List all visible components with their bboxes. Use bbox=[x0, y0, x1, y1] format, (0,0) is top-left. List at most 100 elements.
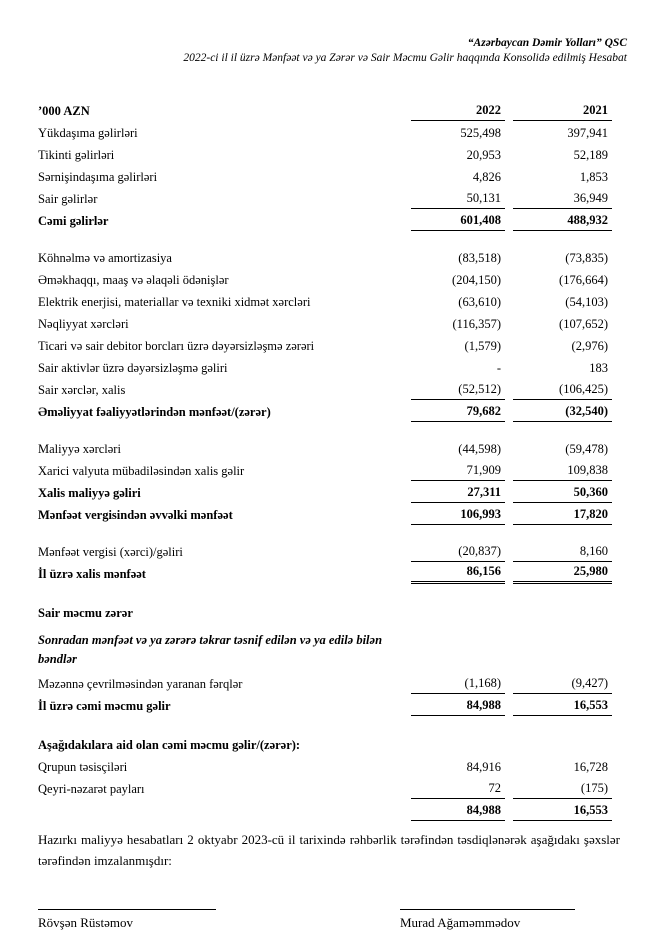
value-2021: 8,160 bbox=[513, 540, 612, 562]
value-2022: (83,518) bbox=[458, 251, 501, 265]
value-2021: 16,553 bbox=[513, 694, 612, 716]
table-column-header-row: ’000 AZN 2022 2021 bbox=[38, 99, 612, 121]
value-2021: (175) bbox=[513, 777, 612, 799]
value-2022: (204,150) bbox=[452, 273, 501, 287]
document-header: “Azərbaycan Dəmir Yolları” QSC 2022-ci i… bbox=[0, 0, 657, 66]
value-2021: (9,427) bbox=[513, 672, 612, 694]
row-label: Sair gəlirlər bbox=[38, 192, 98, 206]
table-row: Əməliyyat fəaliyyətlərindən mənfəət/(zər… bbox=[38, 400, 612, 422]
value-2022: 106,993 bbox=[411, 503, 505, 525]
table-row: Ticari və sair debitor borcları üzrə dəy… bbox=[38, 334, 612, 356]
row-label: İl üzrə cəmi məcmu gəlir bbox=[38, 699, 171, 713]
value-2022: 20,953 bbox=[466, 148, 501, 162]
value-2021: (176,664) bbox=[559, 273, 608, 287]
table-row: Əməkhaqqı, maaş və əlaqəli ödənişlər (204… bbox=[38, 268, 612, 290]
section-heading: Aşağıdakılara aid olan cəmi məcmu gəlir/… bbox=[38, 738, 301, 752]
table-row: Qrupun təsisçiləri 84,916 16,728 bbox=[38, 755, 612, 777]
value-2022: 50,131 bbox=[411, 187, 505, 209]
value-2022: 71,909 bbox=[411, 459, 505, 481]
value-2021: 397,941 bbox=[567, 126, 608, 140]
year-header-2021: 2021 bbox=[513, 99, 612, 121]
table-row: Xalis maliyyə gəliri 27,311 50,360 bbox=[38, 481, 612, 503]
row-label: Sair aktivlər üzrə dəyərsizləşmə gəliri bbox=[38, 361, 228, 375]
value-2022: (20,837) bbox=[411, 540, 505, 562]
value-2022: (1,579) bbox=[464, 339, 501, 353]
row-label: Xalis maliyyə gəliri bbox=[38, 486, 141, 500]
value-2022: (44,598) bbox=[458, 442, 501, 456]
table-row: Mənfəət vergisi (xərci)/gəliri (20,837) 8,… bbox=[38, 540, 612, 562]
row-label bbox=[38, 818, 411, 821]
value-2021: 16,553 bbox=[513, 799, 612, 821]
table-row: Sərnişindaşıma gəlirləri 4,826 1,853 bbox=[38, 165, 612, 187]
value-2022: - bbox=[496, 361, 501, 375]
row-label: Sair xərclər, xalis bbox=[38, 383, 126, 397]
value-2022: 27,311 bbox=[411, 481, 505, 503]
table-row: Qeyri-nəzarət payları 72 (175) bbox=[38, 777, 612, 799]
value-2022: 84,916 bbox=[466, 760, 501, 774]
table-row: İl üzrə cəmi məcmu gəlir 84,988 16,553 bbox=[38, 694, 612, 716]
row-label: Tikinti gəlirləri bbox=[38, 148, 115, 162]
year-header-2022: 2022 bbox=[411, 99, 505, 121]
report-subtitle: 2022-ci il il üzrə Mənfəət və ya Zərər v… bbox=[183, 52, 627, 64]
value-2021: (54,103) bbox=[565, 295, 608, 309]
value-2022: 525,498 bbox=[460, 126, 501, 140]
value-2021: (32,540) bbox=[513, 400, 612, 422]
row-label: Sərnişindaşıma gəlirləri bbox=[38, 170, 158, 184]
row-label: Nəqliyyat xərcləri bbox=[38, 317, 129, 331]
value-2022: 72 bbox=[411, 777, 505, 799]
value-2022: 4,826 bbox=[472, 170, 501, 184]
approval-statement: Hazırkı maliyyə hesabatları 2 oktyabr 20… bbox=[38, 832, 620, 868]
section-spacer bbox=[38, 422, 612, 437]
table-row: Elektrik enerjisi, materiallar və texnik… bbox=[38, 290, 612, 312]
row-label: Elektrik enerjisi, materiallar və texnik… bbox=[38, 295, 311, 309]
table-row: Xarici valyuta mübadiləsindən xalis gəli… bbox=[38, 459, 612, 481]
table-row: Tikinti gəlirləri 20,953 52,189 bbox=[38, 143, 612, 165]
value-2021: (73,835) bbox=[565, 251, 608, 265]
signatory-cfo: Murad Ağaməmmədov Baş maliyyə direktoru … bbox=[400, 909, 620, 933]
value-2022: (63,610) bbox=[458, 295, 501, 309]
row-label: Mənfəət vergisi (xərci)/gəliri bbox=[38, 545, 183, 559]
row-label: Əməkhaqqı, maaş və əlaqəli ödənişlər bbox=[38, 273, 229, 287]
row-label: Ticari və sair debitor borcları üzrə dəy… bbox=[38, 339, 315, 353]
value-2021: 50,360 bbox=[513, 481, 612, 503]
section-spacer bbox=[38, 584, 612, 599]
value-2021: (59,478) bbox=[565, 442, 608, 456]
signature-line bbox=[400, 909, 575, 910]
value-2022: 601,408 bbox=[411, 209, 505, 231]
row-label: İl üzrə xalis mənfəət bbox=[38, 567, 146, 581]
value-2022: 84,988 bbox=[411, 799, 505, 821]
value-2022: (116,357) bbox=[452, 317, 502, 331]
row-label: Yükdaşıma gəlirləri bbox=[38, 126, 138, 140]
signature-block: Rövşən Rüstəmov Sədr Murad Ağaməmmədov B… bbox=[38, 909, 620, 933]
value-2021: 488,932 bbox=[513, 209, 612, 231]
row-label: Qrupun təsisçiləri bbox=[38, 760, 128, 774]
signature-line bbox=[38, 909, 216, 910]
table-row: Cəmi gəlirlər 601,408 488,932 bbox=[38, 209, 612, 231]
section-spacer bbox=[38, 525, 612, 540]
value-2021: (107,652) bbox=[559, 317, 608, 331]
value-2021: (2,976) bbox=[571, 339, 608, 353]
section-subheading: Sonradan mənfəət və ya zərərə təkrar təs… bbox=[38, 633, 383, 666]
value-2021: 52,189 bbox=[573, 148, 608, 162]
table-row: Mənfəət vergisindən əvvəlki mənfəət 106,9… bbox=[38, 503, 612, 525]
table-row: İl üzrə xalis mənfəət 86,156 25,980 bbox=[38, 562, 612, 584]
value-2022: 79,682 bbox=[411, 400, 505, 422]
value-2021: 16,728 bbox=[573, 760, 608, 774]
row-label: Köhnəlmə və amortizasiya bbox=[38, 251, 172, 265]
value-2022: 84,988 bbox=[411, 694, 505, 716]
table-row: Sair xərclər, xalis (52,512) (106,425) bbox=[38, 378, 612, 400]
table-row: Məzənnə çevrilməsindən yaranan fərqlər (1… bbox=[38, 672, 612, 694]
row-label: Məzənnə çevrilməsindən yaranan fərqlər bbox=[38, 677, 243, 691]
table-row: Sair gəlirlər 50,131 36,949 bbox=[38, 187, 612, 209]
table-row: 84,988 16,553 bbox=[38, 799, 612, 821]
value-2021: 25,980 bbox=[513, 562, 612, 584]
value-2022: 86,156 bbox=[411, 562, 505, 584]
value-2021: 109,838 bbox=[513, 459, 612, 481]
value-2021: 183 bbox=[589, 361, 608, 375]
statement-table: ’000 AZN 2022 2021 Yükdaşıma gəlirləri 52… bbox=[38, 99, 612, 821]
value-2021: (106,425) bbox=[513, 378, 612, 400]
table-row: Köhnəlmə və amortizasiya (83,518) (73,835) bbox=[38, 246, 612, 268]
section-spacer bbox=[38, 231, 612, 246]
row-label: Xarici valyuta mübadiləsindən xalis gəli… bbox=[38, 464, 245, 478]
company-title: “Azərbaycan Dəmir Yolları” QSC bbox=[467, 37, 627, 49]
